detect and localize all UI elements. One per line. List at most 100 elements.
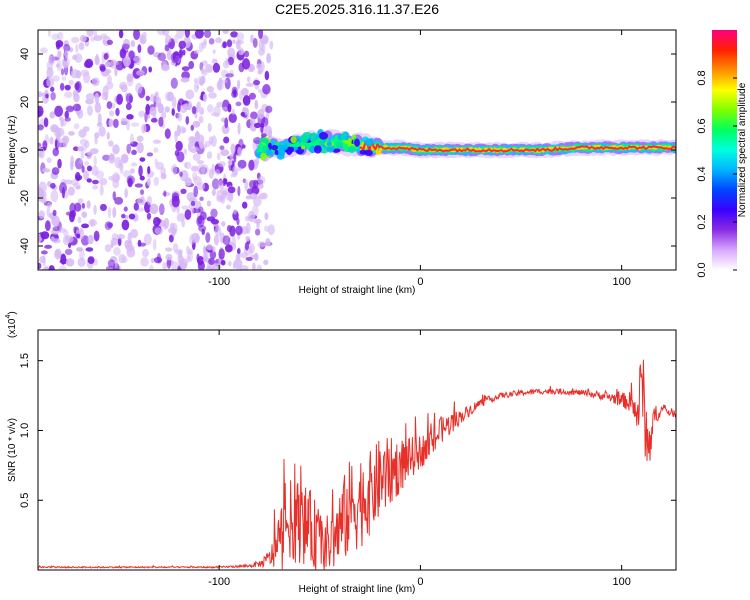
spectrogram-x-ticks: -100 0 100 xyxy=(208,30,631,288)
noise-blob xyxy=(50,182,56,189)
noise-blob xyxy=(251,204,259,217)
noise-blob xyxy=(149,203,159,215)
noise-blob xyxy=(72,54,78,61)
colorbar: 0.0 0.2 0.4 0.6 0.8 Normalized spectral ampl… xyxy=(696,30,748,278)
noise-blob xyxy=(115,107,120,116)
colorbar-tick-label: 0.2 xyxy=(696,214,708,229)
noise-blob xyxy=(125,244,135,252)
noise-blob xyxy=(120,117,128,125)
noise-blob xyxy=(257,108,265,119)
noise-blob xyxy=(196,164,206,176)
noise-blob xyxy=(93,155,97,167)
noise-blob xyxy=(210,208,218,218)
noise-blob xyxy=(233,151,237,163)
noise-blob xyxy=(146,212,152,220)
noise-blob xyxy=(197,215,203,225)
noise-blob xyxy=(85,93,95,101)
noise-blob xyxy=(60,253,67,265)
noise-blob xyxy=(108,140,114,147)
noise-blob xyxy=(188,197,198,203)
noise-blob xyxy=(77,145,84,152)
noise-blob xyxy=(260,133,267,138)
noise-blob xyxy=(67,131,75,136)
noise-blob xyxy=(176,30,185,39)
ridge-blob xyxy=(354,138,360,147)
colorbar-tick-label: 0.0 xyxy=(696,262,708,277)
noise-blob xyxy=(64,235,74,243)
noise-blob xyxy=(181,71,191,80)
noise-blob xyxy=(219,145,225,151)
noise-blob xyxy=(112,60,119,66)
noise-blob xyxy=(86,151,93,156)
noise-blob xyxy=(46,77,55,88)
noise-blob xyxy=(125,214,129,220)
noise-blob xyxy=(99,203,107,212)
ridge-blob xyxy=(364,138,374,147)
figure-title: C2E5.2025.316.11.37.E26 xyxy=(275,1,439,17)
noise-blob xyxy=(168,234,174,243)
noise-blob xyxy=(47,30,51,37)
noise-blob xyxy=(170,77,178,89)
noise-blob xyxy=(58,116,63,121)
noise-blob xyxy=(121,43,130,50)
noise-blob xyxy=(73,226,77,234)
noise-blob xyxy=(56,140,62,150)
noise-blob xyxy=(61,186,65,199)
noise-blob xyxy=(208,257,215,266)
noise-blob xyxy=(190,165,199,172)
noise-blob xyxy=(86,200,91,209)
noise-blob xyxy=(119,48,127,59)
noise-blob xyxy=(171,195,180,208)
noise-blob xyxy=(212,62,221,73)
noise-blob xyxy=(143,233,152,245)
noise-blob xyxy=(249,118,256,125)
noise-blob xyxy=(80,69,90,77)
noise-blob xyxy=(93,30,98,38)
noise-blob xyxy=(139,157,146,162)
noise-blob xyxy=(48,55,56,66)
noise-blob xyxy=(210,112,220,117)
snr-x-tick-label: -100 xyxy=(208,576,230,588)
noise-blob xyxy=(111,233,119,241)
noise-blob xyxy=(117,159,124,170)
noise-blob xyxy=(233,208,237,215)
noise-blob xyxy=(238,47,244,56)
noise-blob xyxy=(147,45,155,55)
noise-blob xyxy=(179,171,183,177)
noise-blob xyxy=(54,105,64,117)
noise-blob xyxy=(235,225,243,236)
noise-blob xyxy=(253,179,259,189)
noise-blob xyxy=(78,42,85,51)
noise-blob xyxy=(237,122,241,135)
noise-blob xyxy=(139,189,145,195)
noise-blob xyxy=(94,55,100,66)
noise-blob xyxy=(250,111,258,120)
noise-blob xyxy=(72,146,79,152)
noise-blob xyxy=(248,159,255,171)
noise-blob xyxy=(79,249,85,261)
noise-blob xyxy=(237,146,242,157)
noise-blob xyxy=(138,110,145,118)
ridge-blob xyxy=(301,145,306,150)
noise-blob xyxy=(76,247,83,252)
noise-blob xyxy=(113,247,121,256)
noise-blob xyxy=(222,60,230,69)
noise-blob xyxy=(252,37,258,48)
noise-blob xyxy=(262,36,268,45)
noise-blob xyxy=(235,101,242,107)
noise-blob xyxy=(177,101,181,113)
noise-blob xyxy=(257,175,266,185)
noise-blob xyxy=(42,168,51,173)
noise-blob xyxy=(193,81,199,93)
noise-blob xyxy=(75,44,79,53)
noise-blob xyxy=(196,160,205,165)
noise-blob xyxy=(101,91,108,101)
noise-blob xyxy=(63,43,71,52)
noise-blob xyxy=(107,259,116,268)
noise-blob xyxy=(188,60,195,70)
noise-blob xyxy=(237,159,247,169)
noise-blob xyxy=(161,111,167,119)
noise-blob xyxy=(192,120,201,128)
noise-blob xyxy=(94,136,98,145)
noise-blob xyxy=(245,195,253,200)
